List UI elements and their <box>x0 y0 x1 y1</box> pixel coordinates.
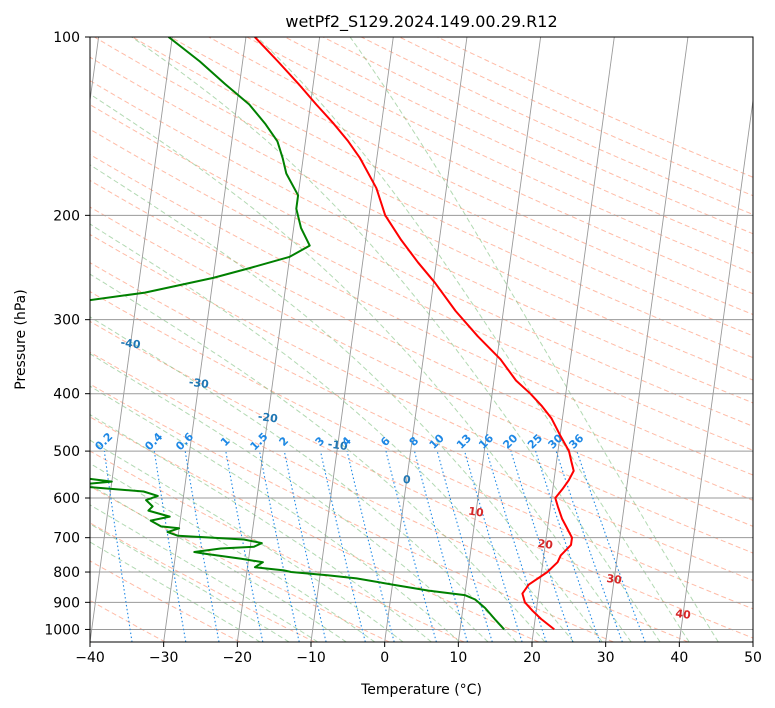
x-axis: −40 −30 −20 −10 0 10 20 30 40 50 <box>75 642 762 666</box>
mixing-ratio-line <box>413 450 469 642</box>
dewpoint-profile <box>90 37 505 631</box>
y-tick-label: 800 <box>53 565 80 581</box>
dry-adiabat <box>90 450 465 642</box>
x-tick-label: −20 <box>223 650 253 666</box>
y-axis: 1000 900 800 700 600 500 400 300 200 100 <box>44 30 90 638</box>
mixing-ratio-line <box>486 450 547 642</box>
isotherm-label: -10 <box>327 438 349 454</box>
isotherm <box>531 37 615 642</box>
mixing-ratio-line <box>258 450 300 642</box>
moist-adiabat <box>90 541 261 642</box>
dry-adiabats <box>90 37 753 642</box>
sounding-profiles <box>90 37 575 631</box>
isotherm-label: 30 <box>606 572 623 587</box>
x-tick-label: 0 <box>380 650 389 666</box>
x-tick-label: −10 <box>296 650 326 666</box>
mixing-ratio-line <box>225 451 264 642</box>
dry-adiabat <box>90 233 753 554</box>
y-tick-label: 300 <box>53 313 80 329</box>
isotherm-label: 40 <box>675 607 692 622</box>
moist-adiabat <box>131 37 661 642</box>
isotherm <box>457 37 542 642</box>
y-tick-label: 400 <box>53 387 80 403</box>
dry-adiabat <box>90 56 753 381</box>
mixing-ratio-line <box>555 450 623 642</box>
dry-adiabat <box>208 37 753 295</box>
x-tick-label: 40 <box>670 650 688 666</box>
moist-adiabat <box>90 414 432 642</box>
isotherm-label: -30 <box>188 376 210 392</box>
plot-frame <box>89 36 754 643</box>
isotherm-label: -20 <box>257 410 279 426</box>
moist-adiabat <box>90 439 404 642</box>
dry-adiabat <box>90 262 753 582</box>
chart-title: wetPf2_S129.2024.149.00.29.R12 <box>285 12 557 32</box>
pressure-grid <box>90 37 753 630</box>
isotherm <box>678 97 753 642</box>
dry-adiabat <box>90 383 614 642</box>
y-tick-label: 500 <box>53 444 80 460</box>
x-tick-label: −40 <box>75 650 105 666</box>
mixing-ratio-line <box>319 450 366 642</box>
isotherm-label: -40 <box>120 336 142 352</box>
moist-adiabat <box>90 385 461 642</box>
dry-adiabat <box>90 153 753 476</box>
mixing-ratio-line <box>436 450 493 642</box>
mixing-ratio-line <box>535 450 601 642</box>
temperature-profile <box>254 37 575 631</box>
moist-adiabat <box>90 462 376 642</box>
moist-adiabat <box>90 223 574 642</box>
moist-adiabat <box>90 353 489 642</box>
y-axis-label: Pressure (hPa) <box>13 289 29 389</box>
dry-adiabat <box>90 351 689 642</box>
mixing-ratio-line <box>103 451 133 642</box>
moist-adiabat <box>256 37 690 642</box>
dry-adiabat <box>90 560 241 642</box>
moist-adiabat <box>90 273 546 642</box>
mixing-ratio-line <box>576 450 646 642</box>
dry-adiabat <box>170 37 753 316</box>
x-tick-label: 10 <box>449 650 467 666</box>
dry-adiabat <box>90 206 753 527</box>
y-tick-label: 600 <box>53 491 80 507</box>
y-tick-label: 100 <box>53 30 80 46</box>
y-tick-label: 900 <box>53 595 80 611</box>
dry-adiabat <box>132 37 753 337</box>
isotherms <box>90 37 753 642</box>
mixing-ratio-line <box>283 450 327 642</box>
dry-adiabat <box>90 291 753 610</box>
dry-adiabat <box>90 179 753 501</box>
x-tick-label: 30 <box>597 650 615 666</box>
mixing-ratio-lines <box>103 450 646 642</box>
isotherm <box>605 37 689 642</box>
x-tick-label: −30 <box>149 650 179 666</box>
isotherm-label: 0 <box>402 473 412 487</box>
dry-adiabat <box>90 485 390 642</box>
isotherm <box>90 37 173 642</box>
isotherm <box>384 37 468 642</box>
moist-adiabat <box>90 93 632 642</box>
mixing-ratio-line <box>346 450 395 642</box>
dry-adiabat <box>94 37 753 359</box>
x-tick-label: 20 <box>523 650 541 666</box>
isotherm-label: 20 <box>537 537 554 552</box>
mixing-ratio-line <box>510 450 574 642</box>
x-tick-label: 50 <box>744 650 762 666</box>
isotherm <box>310 37 394 642</box>
y-tick-label: 200 <box>53 208 80 224</box>
mixing-ratio-line <box>464 450 523 642</box>
y-tick-label: 700 <box>53 531 80 547</box>
mixing-ratio-line <box>385 450 437 642</box>
moist-adiabat <box>349 37 719 642</box>
x-axis-label: Temperature (°C) <box>360 682 482 698</box>
isotherm <box>163 37 247 642</box>
moist-adiabat <box>90 484 347 642</box>
moist-adiabat <box>90 164 603 642</box>
y-tick-label: 1000 <box>44 622 80 638</box>
isotherm-label: 10 <box>468 505 485 520</box>
